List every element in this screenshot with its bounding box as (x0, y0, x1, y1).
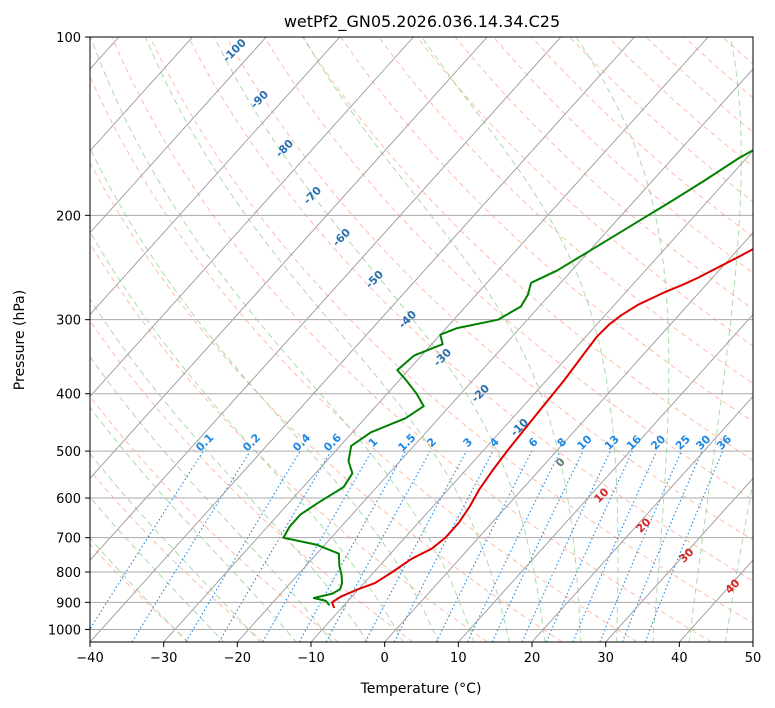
y-tick-label: 500 (56, 445, 81, 460)
y-tick-label: 900 (56, 596, 81, 611)
isotherm-line (605, 477, 753, 642)
y-tick-label: 300 (56, 314, 81, 329)
mixing-ratio-line (599, 450, 682, 642)
dry-adiabat (111, 37, 712, 642)
moist-adiabat (688, 37, 742, 642)
isotherm-line (90, 37, 341, 316)
moist-adiabat (90, 406, 297, 642)
moist-adiabat (90, 355, 333, 642)
x-axis-ticks: −40 −30 −20 −10 0 10 20 30 40 50 (76, 642, 761, 666)
y-tick-label: 200 (56, 209, 81, 224)
mixing-ratio-line (325, 450, 431, 642)
grid-lines (90, 37, 753, 642)
dry-adiabat (225, 37, 753, 541)
y-axis-label: Pressure (hPa) (12, 290, 28, 390)
isotherm-line (236, 68, 753, 642)
x-tick-label: 40 (671, 651, 688, 666)
x-axis-label: Temperature (°C) (360, 681, 482, 697)
x-tick-label: 50 (745, 651, 762, 666)
isotherm-line (163, 37, 709, 642)
isotherm-line (310, 150, 753, 642)
x-tick-label: −30 (150, 651, 177, 666)
dry-adiabat (302, 37, 753, 461)
isotherm-line (90, 37, 414, 398)
moist-adiabat (90, 230, 404, 642)
isotherm-line (90, 37, 193, 152)
y-tick-label: 800 (56, 566, 81, 581)
dry-adiabat (149, 37, 753, 624)
x-tick-label: −10 (297, 651, 324, 666)
isotherm-line (90, 37, 562, 561)
moist-adiabat (302, 37, 582, 642)
moist-adiabat (90, 146, 440, 642)
y-tick-label: 100 (56, 31, 81, 46)
isotherm-line (457, 313, 753, 642)
moist-adiabat (90, 298, 369, 642)
dry-adiabat (416, 37, 753, 347)
mixing-ratio-line (572, 450, 658, 642)
moist-adiabat (90, 37, 475, 642)
temperature-line (331, 248, 753, 609)
moist-adiabat (90, 452, 261, 642)
moist-adiabat (725, 479, 753, 642)
x-tick-label: 0 (381, 651, 389, 666)
dry-adiabat (90, 469, 264, 642)
chart-title: wetPf2_GN05.2026.036.14.34.C25 (284, 12, 560, 32)
dry-adiabat (187, 37, 753, 582)
moist-adiabat (90, 496, 225, 642)
y-axis-ticks: 100 200 300 400 500 600 700 800 900 1000 (48, 31, 90, 638)
dry-adiabat (90, 75, 638, 642)
dry-adiabat (264, 37, 753, 501)
y-tick-label: 1000 (48, 623, 81, 638)
plot-frame (89, 36, 754, 643)
x-tick-label: 10 (450, 651, 467, 666)
x-tick-label: 20 (524, 651, 541, 666)
dry-adiabat (90, 161, 563, 642)
y-tick-label: 400 (56, 388, 81, 403)
y-tick-label: 700 (56, 532, 81, 547)
moist-adiabat (144, 37, 510, 642)
y-tick-label: 600 (56, 492, 81, 507)
mixing-ratio-line (545, 450, 633, 642)
x-tick-label: −20 (224, 651, 251, 666)
x-tick-label: 30 (597, 651, 614, 666)
isotherm-line (384, 232, 753, 642)
isotherm-line (90, 37, 267, 234)
moist-adiabat (213, 37, 546, 642)
mixing-ratio-line (621, 450, 703, 642)
mixing-ratio-line (298, 450, 406, 642)
isotherm-line (90, 37, 488, 479)
isotherm-line (90, 37, 635, 642)
x-tick-label: −40 (76, 651, 103, 666)
isotherm-line (531, 395, 753, 642)
moist-adiabat (421, 37, 619, 642)
mixing-ratio-line (644, 450, 724, 642)
dewpoint-line (282, 149, 753, 606)
mixing-ratio-line (90, 450, 204, 630)
profile-lines (282, 149, 753, 609)
mixing-ratio-line (435, 450, 533, 642)
moist-adiabat (90, 537, 189, 642)
dry-adiabat (90, 242, 488, 642)
